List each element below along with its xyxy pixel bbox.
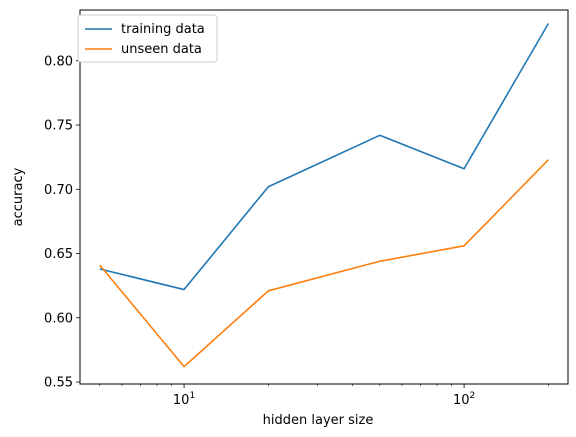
minor-ticks [99, 384, 549, 386]
y-tick-label: 0.55 [44, 376, 73, 391]
y-axis: 0.55 0.60 0.65 0.70 0.75 0.80 [44, 54, 80, 391]
series-line-unseen [99, 159, 549, 368]
x-axis-label: hidden layer size [263, 413, 374, 428]
y-axis-label: accuracy [11, 167, 26, 226]
y-tick-label: 0.70 [44, 183, 73, 198]
plot-area [79, 9, 569, 385]
legend-label-unseen: unseen data [121, 42, 202, 57]
x-tick-label: 101 [173, 391, 195, 408]
legend: training data unseen data [77, 14, 218, 63]
y-tick-label: 0.60 [44, 311, 73, 326]
series-line-training [99, 23, 550, 291]
legend-label-training: training data [121, 22, 205, 37]
y-tick-label: 0.80 [44, 54, 73, 69]
x-tick-label: 102 [453, 391, 475, 408]
x-axis: 101 102 [173, 384, 475, 408]
legend-box [77, 14, 218, 63]
y-tick-label: 0.65 [44, 247, 73, 262]
y-tick-label: 0.75 [44, 119, 73, 134]
series-lines [99, 23, 550, 368]
